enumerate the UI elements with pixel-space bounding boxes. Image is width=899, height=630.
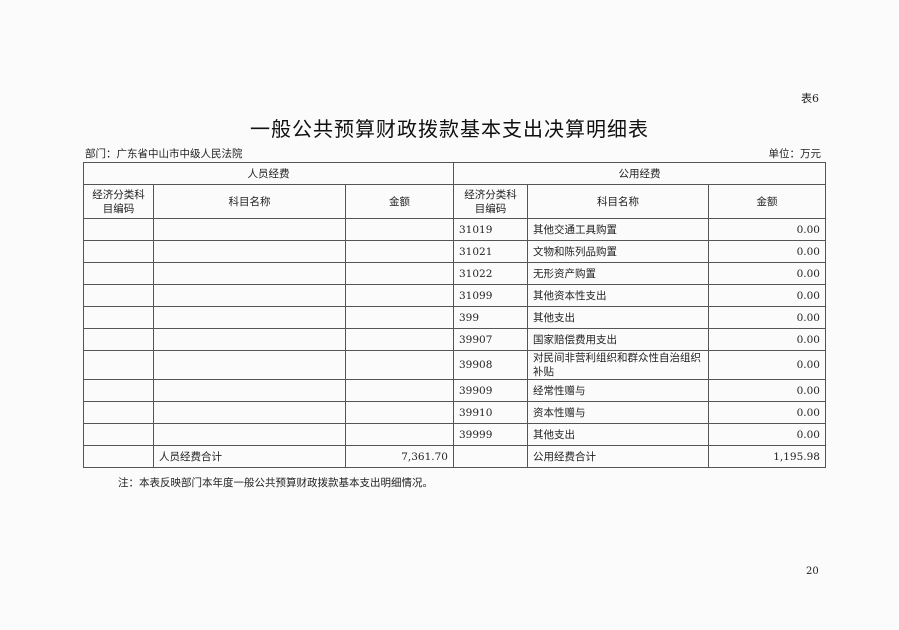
cell-name: 文物和陈列品购置 — [527, 240, 709, 263]
header-code: 经济分类科目编码 — [83, 184, 154, 219]
cell-code: 39907 — [453, 328, 528, 351]
table-row: 39907 国家赔偿费用支出 0.00 — [83, 328, 826, 351]
cell-code: 31021 — [453, 240, 528, 263]
table-number: 表6 — [801, 92, 819, 105]
cell-p-name — [153, 379, 346, 402]
cell-p-code — [83, 262, 154, 285]
table-row: 31022 无形资产购置 0.00 — [83, 262, 826, 285]
cell-p-name — [153, 306, 346, 329]
cell-name: 其他资本性支出 — [527, 284, 709, 307]
cell-p-name — [153, 401, 346, 424]
footnote: 注：本表反映部门本年度一般公共预算财政拨款基本支出明细情况。 — [118, 477, 433, 489]
cell-amount: 0.00 — [708, 284, 826, 307]
header-amount: 金额 — [708, 184, 826, 219]
table-row: 399 其他支出 0.00 — [83, 306, 826, 329]
unit-label: 单位：万元 — [768, 148, 822, 160]
cell-p-code — [83, 306, 154, 329]
cell-name: 其他支出 — [527, 306, 709, 329]
cell-p-amount — [345, 306, 454, 329]
cell-name: 对民间非营利组织和群众性自治组织补贴 — [527, 350, 709, 380]
cell-amount: 0.00 — [708, 401, 826, 424]
cell-code: 39909 — [453, 379, 528, 402]
header-amount: 金额 — [345, 184, 454, 219]
cell-p-code — [83, 328, 154, 351]
table-row: 39908 对民间非营利组织和群众性自治组织补贴 0.00 — [83, 350, 826, 380]
total-blank — [453, 445, 528, 468]
table-row: 31099 其他资本性支出 0.00 — [83, 284, 826, 307]
cell-p-name — [153, 262, 346, 285]
cell-amount: 0.00 — [708, 350, 826, 380]
cell-p-amount — [345, 262, 454, 285]
cell-amount: 0.00 — [708, 240, 826, 263]
cell-amount: 0.00 — [708, 379, 826, 402]
cell-p-code — [83, 284, 154, 307]
cell-p-name — [153, 423, 346, 446]
table-row: 31019 其他交通工具购置 0.00 — [83, 218, 826, 241]
cell-code: 31022 — [453, 262, 528, 285]
table-row: 39909 经常性赠与 0.00 — [83, 379, 826, 402]
personnel-total-label: 人员经费合计 — [153, 445, 346, 468]
cell-p-name — [153, 350, 346, 380]
public-total-label: 公用经费合计 — [527, 445, 709, 468]
cell-p-amount — [345, 401, 454, 424]
personnel-total-amount: 7,361.70 — [345, 445, 454, 468]
cell-p-amount — [345, 423, 454, 446]
cell-name: 无形资产购置 — [527, 262, 709, 285]
cell-p-amount — [345, 218, 454, 241]
table-row: 31021 文物和陈列品购置 0.00 — [83, 240, 826, 263]
cell-code: 39999 — [453, 423, 528, 446]
cell-p-name — [153, 218, 346, 241]
total-blank — [83, 445, 154, 468]
cell-name: 其他支出 — [527, 423, 709, 446]
cell-code: 399 — [453, 306, 528, 329]
page-number: 20 — [806, 566, 819, 577]
cell-name: 经常性赠与 — [527, 379, 709, 402]
header-code: 经济分类科目编码 — [453, 184, 528, 219]
cell-name: 其他交通工具购置 — [527, 218, 709, 241]
group-header-personnel: 人员经费 — [83, 162, 454, 185]
cell-p-amount — [345, 379, 454, 402]
cell-name: 资本性赠与 — [527, 401, 709, 424]
department-label: 部门：广东省中山市中级人民法院 — [85, 148, 243, 160]
cell-name: 国家赔偿费用支出 — [527, 328, 709, 351]
cell-amount: 0.00 — [708, 218, 826, 241]
cell-p-code — [83, 401, 154, 424]
cell-amount: 0.00 — [708, 306, 826, 329]
group-header-public: 公用经费 — [453, 162, 826, 185]
cell-p-code — [83, 240, 154, 263]
cell-p-name — [153, 284, 346, 307]
cell-p-code — [83, 350, 154, 380]
cell-p-code — [83, 218, 154, 241]
cell-p-code — [83, 423, 154, 446]
cell-code: 31019 — [453, 218, 528, 241]
cell-amount: 0.00 — [708, 423, 826, 446]
cell-p-amount — [345, 328, 454, 351]
cell-p-amount — [345, 240, 454, 263]
header-name: 科目名称 — [527, 184, 709, 219]
table-row: 39999 其他支出 0.00 — [83, 423, 826, 446]
cell-code: 39908 — [453, 350, 528, 380]
cell-code: 39910 — [453, 401, 528, 424]
cell-p-code — [83, 379, 154, 402]
header-name: 科目名称 — [153, 184, 346, 219]
cell-p-amount — [345, 350, 454, 380]
cell-amount: 0.00 — [708, 262, 826, 285]
cell-p-amount — [345, 284, 454, 307]
cell-amount: 0.00 — [708, 328, 826, 351]
page-title: 一般公共预算财政拨款基本支出决算明细表 — [250, 117, 649, 141]
expenditure-table: 人员经费 公用经费 经济分类科目编码 科目名称 金额 经济分类科目编码 科目名称… — [83, 162, 826, 468]
cell-code: 31099 — [453, 284, 528, 307]
cell-p-name — [153, 240, 346, 263]
public-total-amount: 1,195.98 — [708, 445, 826, 468]
table-row: 39910 资本性赠与 0.00 — [83, 401, 826, 424]
cell-p-name — [153, 328, 346, 351]
